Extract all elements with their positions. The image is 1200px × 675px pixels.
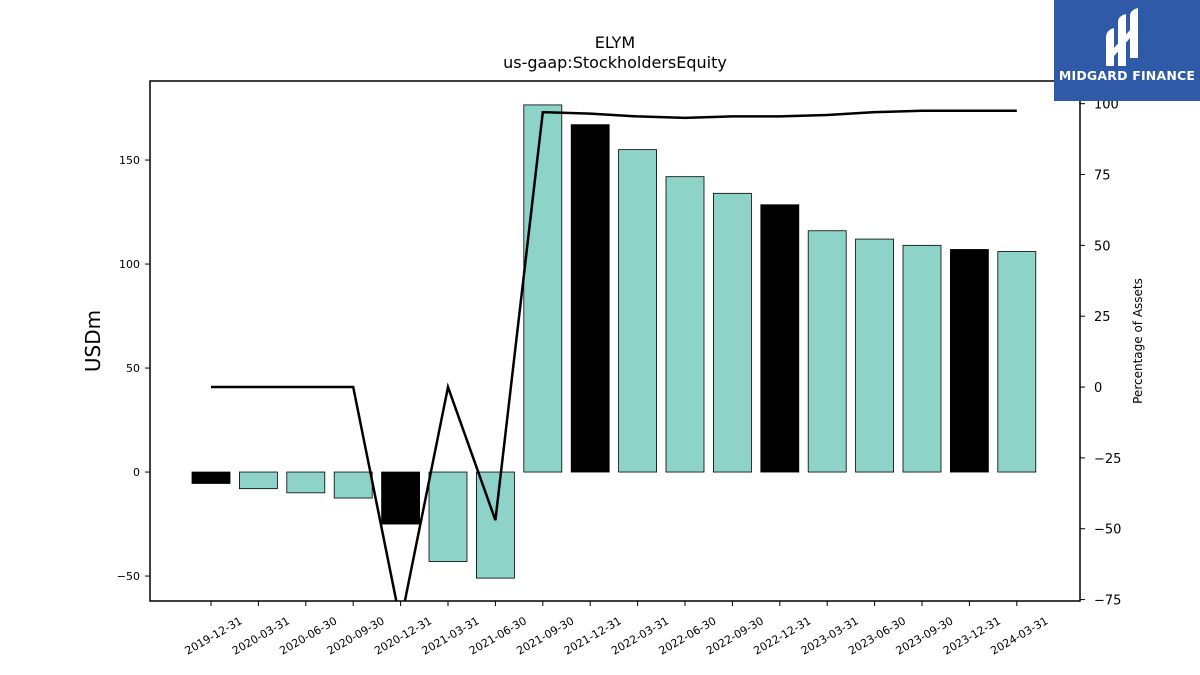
bar-2020-06-30 bbox=[286, 471, 326, 494]
y-tick-label: 150 bbox=[119, 154, 140, 167]
bar-2021-06-30 bbox=[475, 471, 515, 579]
bar-2020-12-31 bbox=[381, 471, 421, 525]
bar-2022-06-30 bbox=[665, 176, 705, 473]
bar-2020-03-31 bbox=[238, 471, 278, 490]
y2-tick-label: 0 bbox=[1094, 381, 1102, 396]
bar-series bbox=[191, 104, 1037, 579]
y2-tick-label: 75 bbox=[1094, 169, 1111, 184]
logo-text: MIDGARD FINANCE bbox=[1058, 68, 1196, 83]
y-tick-label: 0 bbox=[133, 466, 140, 479]
bar-2023-03-31 bbox=[807, 230, 847, 473]
y2-tick-label: −50 bbox=[1094, 523, 1121, 538]
bar-2023-06-30 bbox=[855, 238, 894, 473]
bar-2021-12-31 bbox=[570, 124, 610, 473]
y-tick-label: −50 bbox=[117, 570, 140, 583]
bar-2022-03-31 bbox=[618, 149, 657, 473]
chart-subtitle: us-gaap:StockholdersEquity bbox=[503, 53, 727, 72]
bar-2022-12-31 bbox=[760, 204, 800, 473]
y2-tick-label: 50 bbox=[1094, 239, 1111, 254]
bar-2019-12-31 bbox=[191, 471, 231, 484]
bar-2022-09-30 bbox=[713, 192, 752, 473]
y-axis-ticks: −50 0 50 100 150 bbox=[117, 154, 150, 583]
bar-2024-03-31 bbox=[997, 251, 1037, 473]
y2-tick-label: 25 bbox=[1094, 310, 1111, 325]
chart-title: ELYM bbox=[595, 33, 635, 52]
bar-2020-09-30 bbox=[333, 471, 373, 499]
y2-tick-label: 100 bbox=[1094, 98, 1119, 113]
y2-tick-label: −75 bbox=[1094, 594, 1121, 609]
bar-2021-09-30 bbox=[523, 104, 563, 473]
percentage-line bbox=[211, 109, 1017, 601]
plot-frame bbox=[149, 80, 1081, 602]
bar-2023-09-30 bbox=[902, 244, 942, 473]
bar-2023-12-31 bbox=[950, 249, 989, 473]
logo-mark-icon bbox=[1106, 8, 1138, 66]
percentage-line-series bbox=[210, 109, 1017, 601]
y2-tick-label: −25 bbox=[1094, 452, 1121, 467]
bar-2021-03-31 bbox=[428, 471, 468, 562]
y2-axis-ticks: −75 −50 −25 0 25 50 75 100 bbox=[1080, 98, 1121, 609]
midgard-finance-logo: MIDGARD FINANCE bbox=[1054, 0, 1200, 101]
y-tick-label: 50 bbox=[126, 362, 140, 375]
y2-axis-label: Percentage of Assets bbox=[1131, 278, 1145, 404]
y-axis-label: USDm bbox=[81, 310, 105, 372]
y-tick-label: 100 bbox=[119, 258, 140, 271]
x-axis-ticks: 2019-12-312020-03-312020-06-302020-09-30… bbox=[183, 601, 1050, 658]
